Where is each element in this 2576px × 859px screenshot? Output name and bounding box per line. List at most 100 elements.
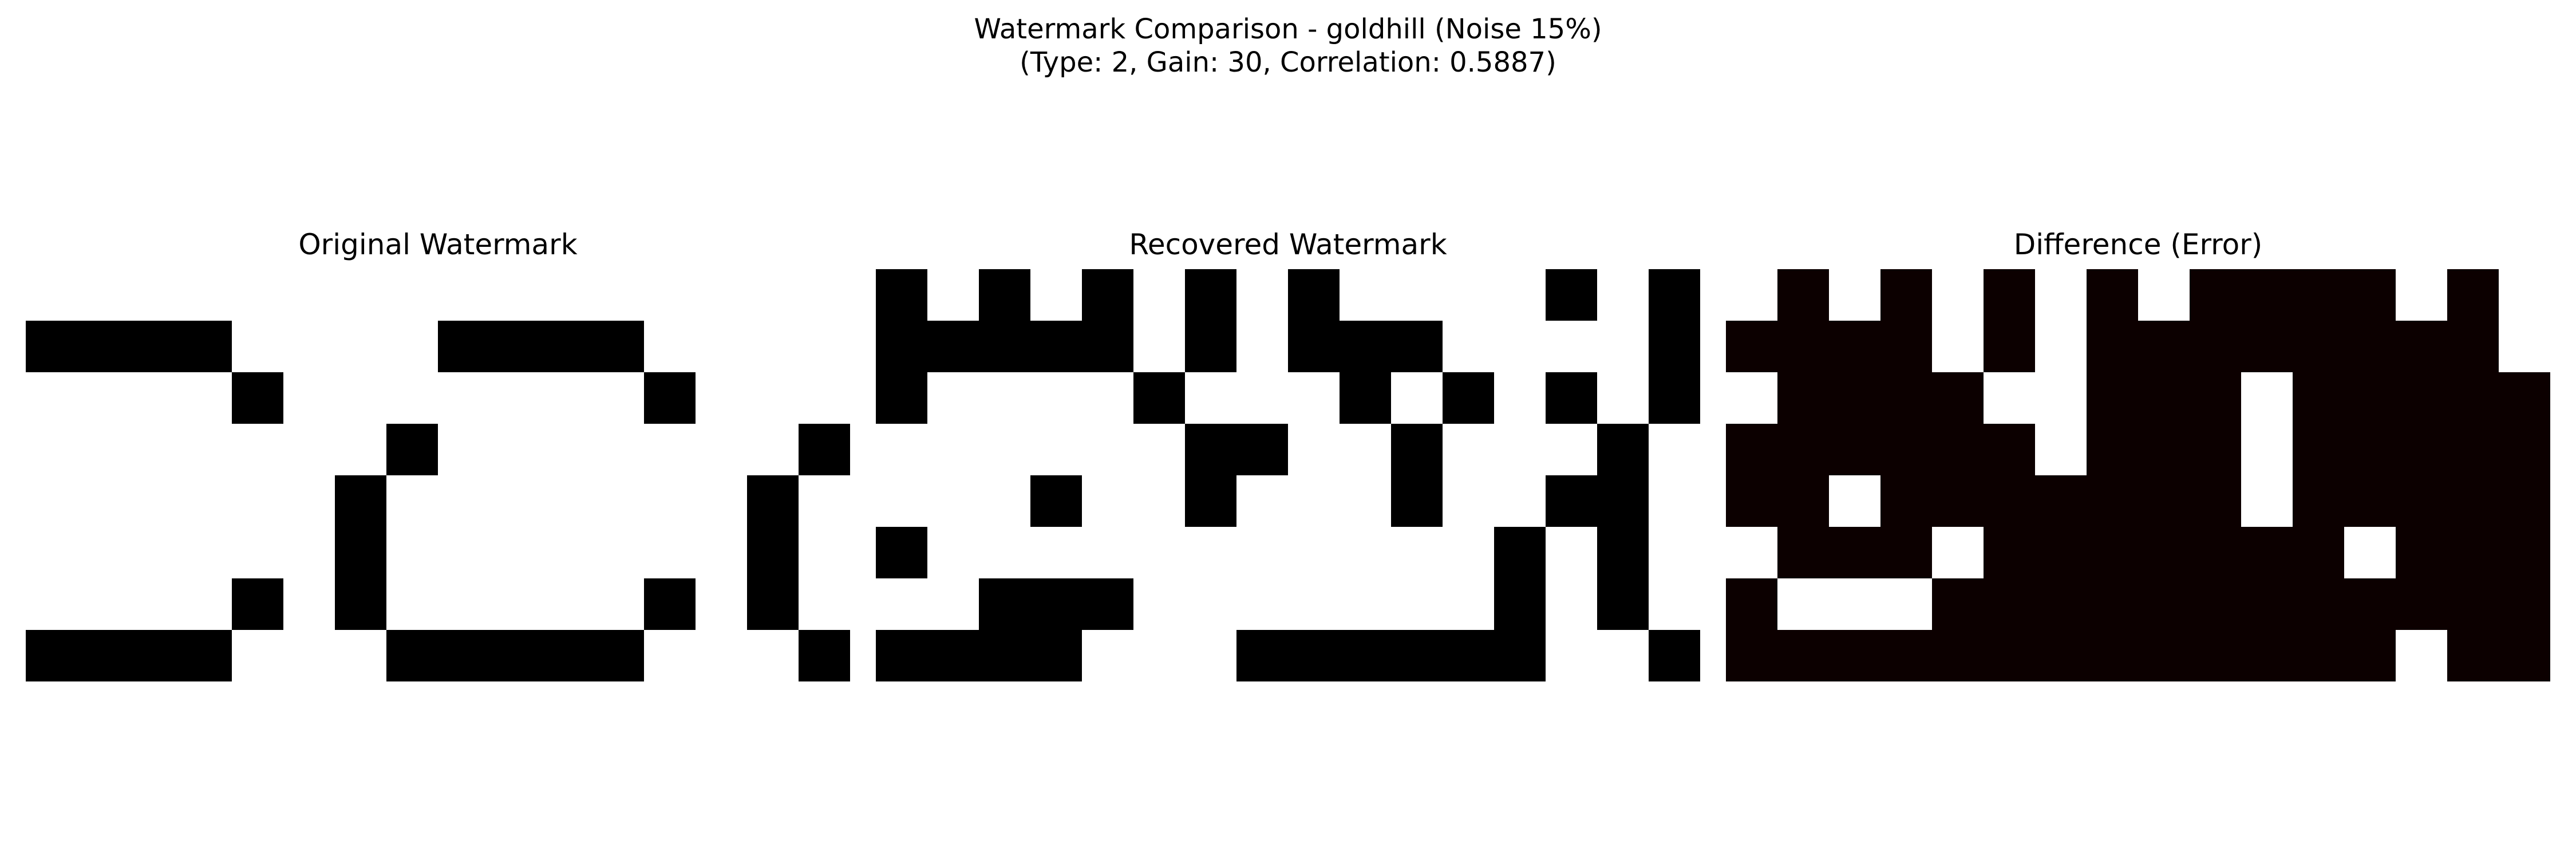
grid-cell-r0-c0 (876, 269, 928, 321)
grid-cell-r7-c6 (2035, 630, 2087, 681)
grid-cell-r4-c15 (799, 475, 850, 527)
grid-cell-r2-c1 (927, 372, 979, 424)
grid-cell-r2-c2 (1829, 372, 1881, 424)
grid-cell-r5-c2 (979, 527, 1031, 579)
grid-cell-r6-c9 (2190, 578, 2242, 631)
grid-cell-r7-c13 (696, 630, 748, 681)
grid-cell-r5-c3 (1880, 527, 1933, 579)
grid-cell-r0-c14 (2447, 269, 2499, 321)
grid-cell-r5-c14 (1597, 527, 1649, 579)
grid-cell-r5-c13 (1546, 527, 1598, 579)
grid-cell-r6-c7 (1236, 578, 1289, 631)
grid-cell-r6-c2 (129, 578, 181, 631)
grid-cell-r5-c7 (386, 527, 438, 579)
grid-cell-r6-c0 (1726, 578, 1778, 631)
grid-cell-r1-c10 (1391, 321, 1443, 373)
grid-cell-r4-c2 (979, 475, 1031, 527)
grid-cell-r2-c0 (26, 372, 78, 424)
grid-cell-r6-c6 (1185, 578, 1237, 631)
grid-cell-r7-c9 (489, 630, 542, 681)
grid-cell-r4-c0 (876, 475, 928, 527)
difference-error-grid (1726, 269, 2550, 681)
grid-cell-r3-c1 (1777, 424, 1830, 476)
grid-cell-r5-c13 (2396, 527, 2448, 579)
grid-cell-r0-c10 (1391, 269, 1443, 321)
grid-cell-r3-c13 (1546, 424, 1598, 476)
grid-cell-r5-c8 (1288, 527, 1340, 579)
grid-cell-r5-c5 (1984, 527, 2036, 579)
grid-cell-r2-c10 (1391, 372, 1443, 424)
grid-cell-r0-c1 (1777, 269, 1830, 321)
grid-cell-r0-c2 (979, 269, 1031, 321)
original-watermark-grid (26, 269, 850, 681)
grid-cell-r3-c7 (386, 424, 438, 476)
grid-cell-r3-c8 (438, 424, 490, 476)
grid-cell-r5-c0 (26, 527, 78, 579)
grid-cell-r7-c11 (1443, 630, 1495, 681)
grid-cell-r0-c2 (129, 269, 181, 321)
grid-cell-r5-c0 (1726, 527, 1778, 579)
grid-cell-r2-c15 (2499, 372, 2550, 424)
grid-cell-r3-c5 (1133, 424, 1186, 476)
grid-cell-r0-c10 (541, 269, 593, 321)
grid-cell-r6-c15 (2499, 578, 2550, 631)
grid-cell-r3-c4 (232, 424, 284, 476)
grid-cell-r5-c7 (1236, 527, 1289, 579)
grid-cell-r1-c0 (876, 321, 928, 373)
grid-cell-r1-c13 (1546, 321, 1598, 373)
grid-cell-r2-c12 (2344, 372, 2396, 424)
grid-cell-r4-c10 (541, 475, 593, 527)
grid-cell-r6-c8 (438, 578, 490, 631)
grid-cell-r1-c3 (1880, 321, 1933, 373)
grid-cell-r3-c12 (1494, 424, 1546, 476)
grid-cell-r5-c3 (180, 527, 232, 579)
grid-cell-r2-c0 (1726, 372, 1778, 424)
grid-cell-r1-c12 (644, 321, 696, 373)
grid-cell-r4-c6 (335, 475, 387, 527)
grid-cell-r0-c4 (1082, 269, 1134, 321)
grid-cell-r1-c4 (1932, 321, 1984, 373)
grid-cell-r6-c10 (2241, 578, 2293, 631)
grid-cell-r7-c12 (2344, 630, 2396, 681)
grid-cell-r1-c6 (1185, 321, 1237, 373)
grid-cell-r4-c10 (2241, 475, 2293, 527)
grid-cell-r6-c10 (1391, 578, 1443, 631)
grid-cell-r4-c10 (1391, 475, 1443, 527)
grid-cell-r7-c9 (1340, 630, 1392, 681)
grid-cell-r6-c3 (180, 578, 232, 631)
grid-cell-r2-c7 (386, 372, 438, 424)
grid-cell-r2-c1 (1777, 372, 1830, 424)
grid-cell-r4-c6 (1185, 475, 1237, 527)
grid-cell-r6-c3 (1030, 578, 1082, 631)
grid-cell-r5-c9 (489, 527, 542, 579)
grid-cell-r1-c4 (1082, 321, 1134, 373)
grid-cell-r5-c11 (2293, 527, 2345, 579)
grid-cell-r2-c12 (644, 372, 696, 424)
panel-title-original: Original Watermark (298, 228, 578, 261)
grid-cell-r1-c13 (696, 321, 748, 373)
grid-cell-r6-c15 (799, 578, 850, 631)
grid-cell-r0-c10 (2241, 269, 2293, 321)
grid-cell-r3-c0 (876, 424, 928, 476)
grid-cell-r3-c15 (2499, 424, 2550, 476)
grid-cell-r0-c12 (644, 269, 696, 321)
grid-cell-r3-c6 (2035, 424, 2087, 476)
grid-cell-r6-c14 (2447, 578, 2499, 631)
grid-cell-r4-c14 (2447, 475, 2499, 527)
grid-cell-r4-c11 (592, 475, 645, 527)
grid-cell-r6-c14 (1597, 578, 1649, 631)
grid-cell-r6-c4 (1932, 578, 1984, 631)
grid-cell-r7-c12 (1494, 630, 1546, 681)
grid-cell-r1-c8 (2138, 321, 2190, 373)
grid-cell-r2-c11 (592, 372, 645, 424)
grid-cell-r1-c5 (1133, 321, 1186, 373)
grid-cell-r0-c13 (2396, 269, 2448, 321)
grid-cell-r4-c15 (1649, 475, 1700, 527)
grid-cell-r2-c4 (1932, 372, 1984, 424)
grid-cell-r1-c1 (77, 321, 129, 373)
grid-cell-r6-c0 (876, 578, 928, 631)
grid-cell-r7-c10 (1391, 630, 1443, 681)
grid-cell-r5-c8 (438, 527, 490, 579)
grid-cell-r3-c10 (2241, 424, 2293, 476)
grid-cell-r0-c1 (77, 269, 129, 321)
